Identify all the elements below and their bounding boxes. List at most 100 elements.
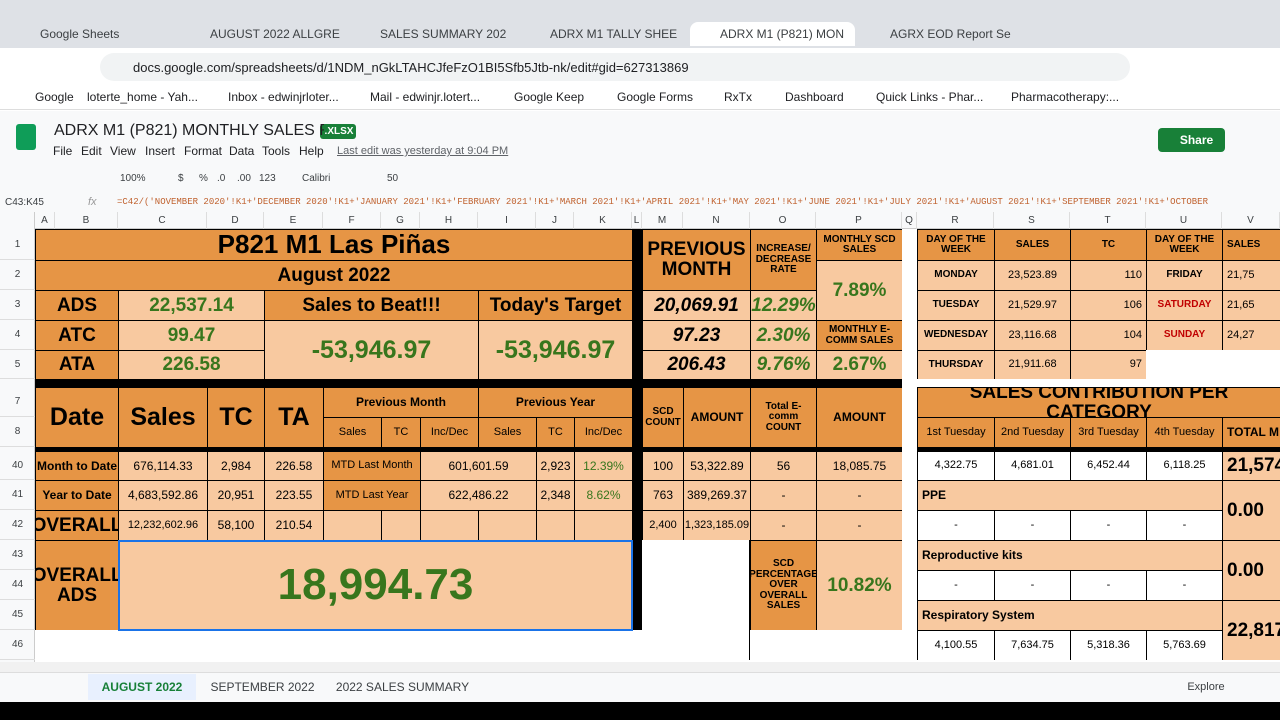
cell[interactable]: 2,984 (208, 452, 264, 480)
cell[interactable]: AMOUNT (817, 388, 902, 447)
cell[interactable]: Previous Month (324, 388, 478, 417)
cell[interactable]: MONDAY (918, 261, 994, 290)
cell[interactable]: OVERALL (36, 511, 118, 540)
cell[interactable]: - (918, 571, 994, 600)
cell[interactable]: SALES (995, 230, 1070, 260)
bookmark[interactable]: Google (35, 90, 74, 104)
cell[interactable]: - (995, 571, 1070, 600)
cell[interactable]: TC (537, 418, 574, 447)
cell[interactable]: Month to Date (36, 452, 118, 480)
cell[interactable]: PPE (918, 481, 1222, 510)
toolbar-percent[interactable]: % (199, 172, 208, 184)
cell[interactable]: 210.54 (265, 511, 323, 540)
toolbar-dec-more[interactable]: .00 (237, 172, 251, 184)
cell[interactable]: 18,085.75 (817, 452, 902, 480)
cell[interactable]: TC (208, 388, 264, 447)
cell[interactable]: 18,994.73 (119, 541, 632, 630)
cell[interactable]: MTD Last Year (324, 481, 420, 510)
toolbar-size[interactable]: 50 (387, 172, 399, 184)
menu-item[interactable]: Edit (81, 144, 102, 158)
cell[interactable]: -53,946.97 (265, 321, 478, 379)
cell[interactable]: 12.29% (751, 291, 816, 320)
cell[interactable]: 22,537.14 (119, 291, 264, 320)
cell[interactable]: 223.55 (265, 481, 323, 510)
cell[interactable]: DAY OF THE WEEK (918, 230, 994, 260)
cell[interactable]: - (1071, 571, 1146, 600)
sheet-tab[interactable]: SEPTEMBER 2022 (210, 680, 315, 694)
cell[interactable]: SALES CONTRIBUTION PER CATEGORY (918, 388, 1280, 417)
menu-item[interactable]: Data (229, 144, 255, 158)
cell[interactable]: 97 (1071, 351, 1146, 379)
cell[interactable]: - (751, 511, 816, 540)
url[interactable]: docs.google.com/spreadsheets/d/1NDM_nGkL… (133, 59, 689, 75)
cell[interactable]: 206.43 (643, 351, 750, 379)
cell[interactable]: THURSDAY (918, 351, 994, 379)
cell[interactable]: 226.58 (119, 351, 264, 379)
cell[interactable]: 106 (1071, 291, 1146, 320)
toolbar-dec-less[interactable]: .0 (217, 172, 226, 184)
bookmark[interactable]: Google Forms (617, 90, 694, 104)
cell[interactable]: 4,681.01 (995, 452, 1070, 480)
cell[interactable]: 389,269.37 (684, 481, 750, 510)
browser-tab[interactable]: AGRX EOD Report Se (890, 27, 1011, 41)
cell[interactable]: Date (36, 388, 118, 447)
bookmark[interactable]: Inbox - edwinjrloter... (228, 90, 339, 104)
cell[interactable]: 24,27 (1223, 321, 1280, 350)
bookmark[interactable]: Google Keep (514, 90, 585, 104)
cell[interactable]: -53,946.97 (479, 321, 632, 379)
cell[interactable]: SALES (1223, 230, 1280, 260)
cell[interactable]: INCREASE/ DECREASE RATE (751, 230, 816, 290)
menu-item[interactable]: File (53, 144, 73, 158)
cell[interactable]: WEDNESDAY (918, 321, 994, 350)
cell[interactable]: 8.62% (575, 481, 632, 510)
cell[interactable]: 12.39% (575, 452, 632, 480)
menu-item[interactable]: Insert (145, 144, 176, 158)
cell[interactable]: TC (1071, 230, 1146, 260)
cell[interactable]: 23,523.89 (995, 261, 1070, 290)
cell[interactable]: 23,116.68 (995, 321, 1070, 350)
bookmark[interactable]: RxTx (724, 90, 752, 104)
cell[interactable]: 7,634.75 (995, 631, 1070, 660)
cell[interactable]: 100 (643, 452, 683, 480)
cell[interactable]: SCD PERCENTAGE OVER OVERALL SALES (751, 541, 816, 630)
menu-item[interactable]: View (110, 144, 136, 158)
cell[interactable]: 6,118.25 (1147, 452, 1222, 480)
cell[interactable]: TOTAL M (1223, 418, 1280, 447)
bookmark[interactable]: Pharmacotherapy:... (1011, 90, 1120, 104)
cell[interactable]: 226.58 (265, 452, 323, 480)
cell[interactable]: Previous Year (479, 388, 632, 417)
cell[interactable]: 104 (1071, 321, 1146, 350)
menu-item[interactable]: Format (184, 144, 223, 158)
cell[interactable]: MONTHLY SCD SALES (817, 230, 902, 260)
cell[interactable]: 20,069.91 (643, 291, 750, 320)
cell[interactable]: 53,322.89 (684, 452, 750, 480)
cell[interactable]: Sales (479, 418, 536, 447)
browser-tab[interactable]: AUGUST 2022 ALLGRE (210, 27, 340, 41)
cell[interactable]: SUNDAY (1147, 321, 1222, 350)
cell[interactable]: Inc/Dec (575, 418, 632, 447)
cell[interactable]: 97.23 (643, 321, 750, 350)
browser-tab[interactable]: ADRX M1 TALLY SHEE (550, 27, 678, 41)
cell[interactable]: SCD COUNT (643, 388, 683, 447)
cell[interactable]: 3rd Tuesday (1071, 418, 1146, 447)
cell[interactable]: 22,817 (1223, 601, 1280, 660)
cell[interactable]: Inc/Dec (421, 418, 478, 447)
cell[interactable]: AMOUNT (684, 388, 750, 447)
cell[interactable]: 763 (643, 481, 683, 510)
cell[interactable]: 99.47 (119, 321, 264, 350)
browser-tab[interactable]: ADRX M1 (P821) MON (690, 22, 855, 46)
cell[interactable]: - (751, 481, 816, 510)
cell[interactable]: TA (265, 388, 323, 447)
toolbar-font[interactable]: Calibri (302, 172, 331, 184)
bookmark[interactable]: Quick Links - Phar... (876, 90, 984, 104)
cell[interactable]: 676,114.33 (119, 452, 207, 480)
cell[interactable]: 2.67% (817, 351, 902, 379)
cell[interactable]: PREVIOUS MONTH (643, 230, 750, 290)
menu-item[interactable]: Tools (262, 144, 291, 158)
cell[interactable]: 0.00 (1223, 541, 1280, 600)
omnibox[interactable] (100, 53, 1130, 81)
cell[interactable]: 21,911.68 (995, 351, 1070, 379)
cell[interactable]: Sales (119, 388, 207, 447)
cell[interactable]: 2,400 (643, 511, 683, 540)
toolbar-currency[interactable]: $ (178, 172, 184, 184)
